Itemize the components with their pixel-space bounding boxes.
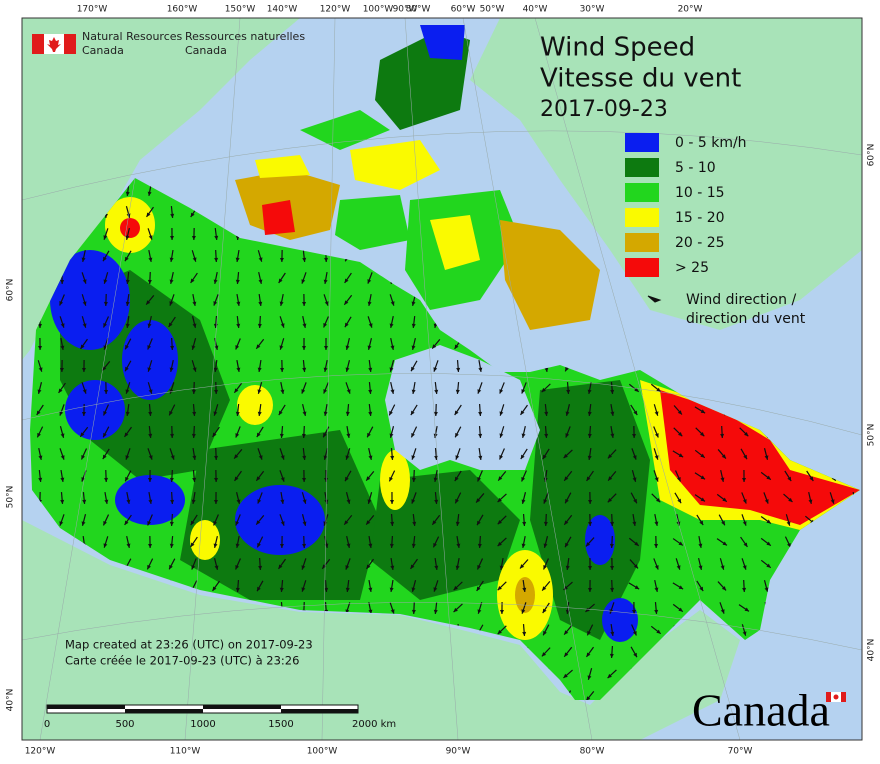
wind-zone [120,218,140,238]
lon-label: 120°W [320,5,351,15]
wordmark-flag [826,692,831,702]
agency-fr: Canada [185,44,227,57]
lon-label: 90°W [446,747,471,757]
scale-seg [125,709,203,713]
lat-label: 60°N [6,279,16,302]
scale-label: 1500 [268,719,293,730]
scale-label: 500 [115,719,134,730]
lon-label: 110°W [170,747,201,757]
wind-zone [380,450,410,510]
lon-label: 140°W [267,5,298,15]
wind-zone [190,520,220,560]
legend-swatch [625,233,659,252]
legend-label: 5 - 10 [675,160,716,176]
title: Vitesse du vent [540,64,741,94]
legend-label: > 25 [675,260,709,276]
scale-label: 1000 [190,719,215,730]
wind-zone [65,380,125,440]
agency-en: Natural Resources [82,30,183,43]
scale-seg [203,705,281,709]
lon-label: 170°W [77,5,108,15]
legend-swatch [625,133,659,152]
lon-label: 100°W [307,747,338,757]
scale-label: 0 [44,719,50,730]
wind-zone [602,598,638,642]
lon-label: 40°W [523,5,548,15]
legend-swatch [625,183,659,202]
flag-bar [64,34,76,54]
lon-label: 80°W [580,747,605,757]
credit: Map created at 23:26 (UTC) on 2017-09-23 [65,638,313,652]
lon-label: 100°W [363,5,394,15]
legend-wind: direction du vent [686,311,806,327]
agency-en: Canada [82,44,124,57]
lat-label: 60°N [867,144,877,167]
lon-label: 160°W [167,5,198,15]
legend-swatch [625,258,659,277]
legend-wind: Wind direction / [686,292,796,308]
legend-label: 10 - 15 [675,185,725,201]
legend-swatch [625,158,659,177]
flag-bar [32,34,44,54]
lat-label: 50°N [6,486,16,509]
arctic-island [335,195,410,250]
date: 2017-09-23 [540,97,668,122]
agency-fr: Ressources naturelles [185,30,305,43]
wind-zone [235,485,325,555]
lat-label: 50°N [867,424,877,447]
lon-label: 80°W [406,5,431,15]
lat-label: 40°N [6,689,16,712]
wordmark-leaf [834,695,839,700]
scale-seg [281,709,358,713]
lon-label: 60°W [451,5,476,15]
wind-zone [515,577,535,613]
lon-label: 150°W [225,5,256,15]
credit: Carte créée le 2017-09-23 (UTC) à 23:26 [65,654,299,668]
lon-label: 30°W [580,5,605,15]
legend-swatch [625,208,659,227]
map-body [22,18,862,740]
wordmark: Canada [692,685,830,736]
scale-seg [47,705,125,709]
wind-zone [237,385,273,425]
legend-label: 0 - 5 km/h [675,135,747,151]
title: Wind Speed [540,33,695,63]
lon-label: 120°W [25,747,56,757]
scale-label: 2000 km [352,719,396,730]
lon-label: 20°W [678,5,703,15]
legend-label: 15 - 20 [675,210,725,226]
arctic-island-core [262,200,295,235]
lon-label: 50°W [480,5,505,15]
wordmark-flag [841,692,846,702]
lat-label: 40°N [867,639,877,662]
lon-label: 70°W [728,747,753,757]
legend-label: 20 - 25 [675,235,725,251]
